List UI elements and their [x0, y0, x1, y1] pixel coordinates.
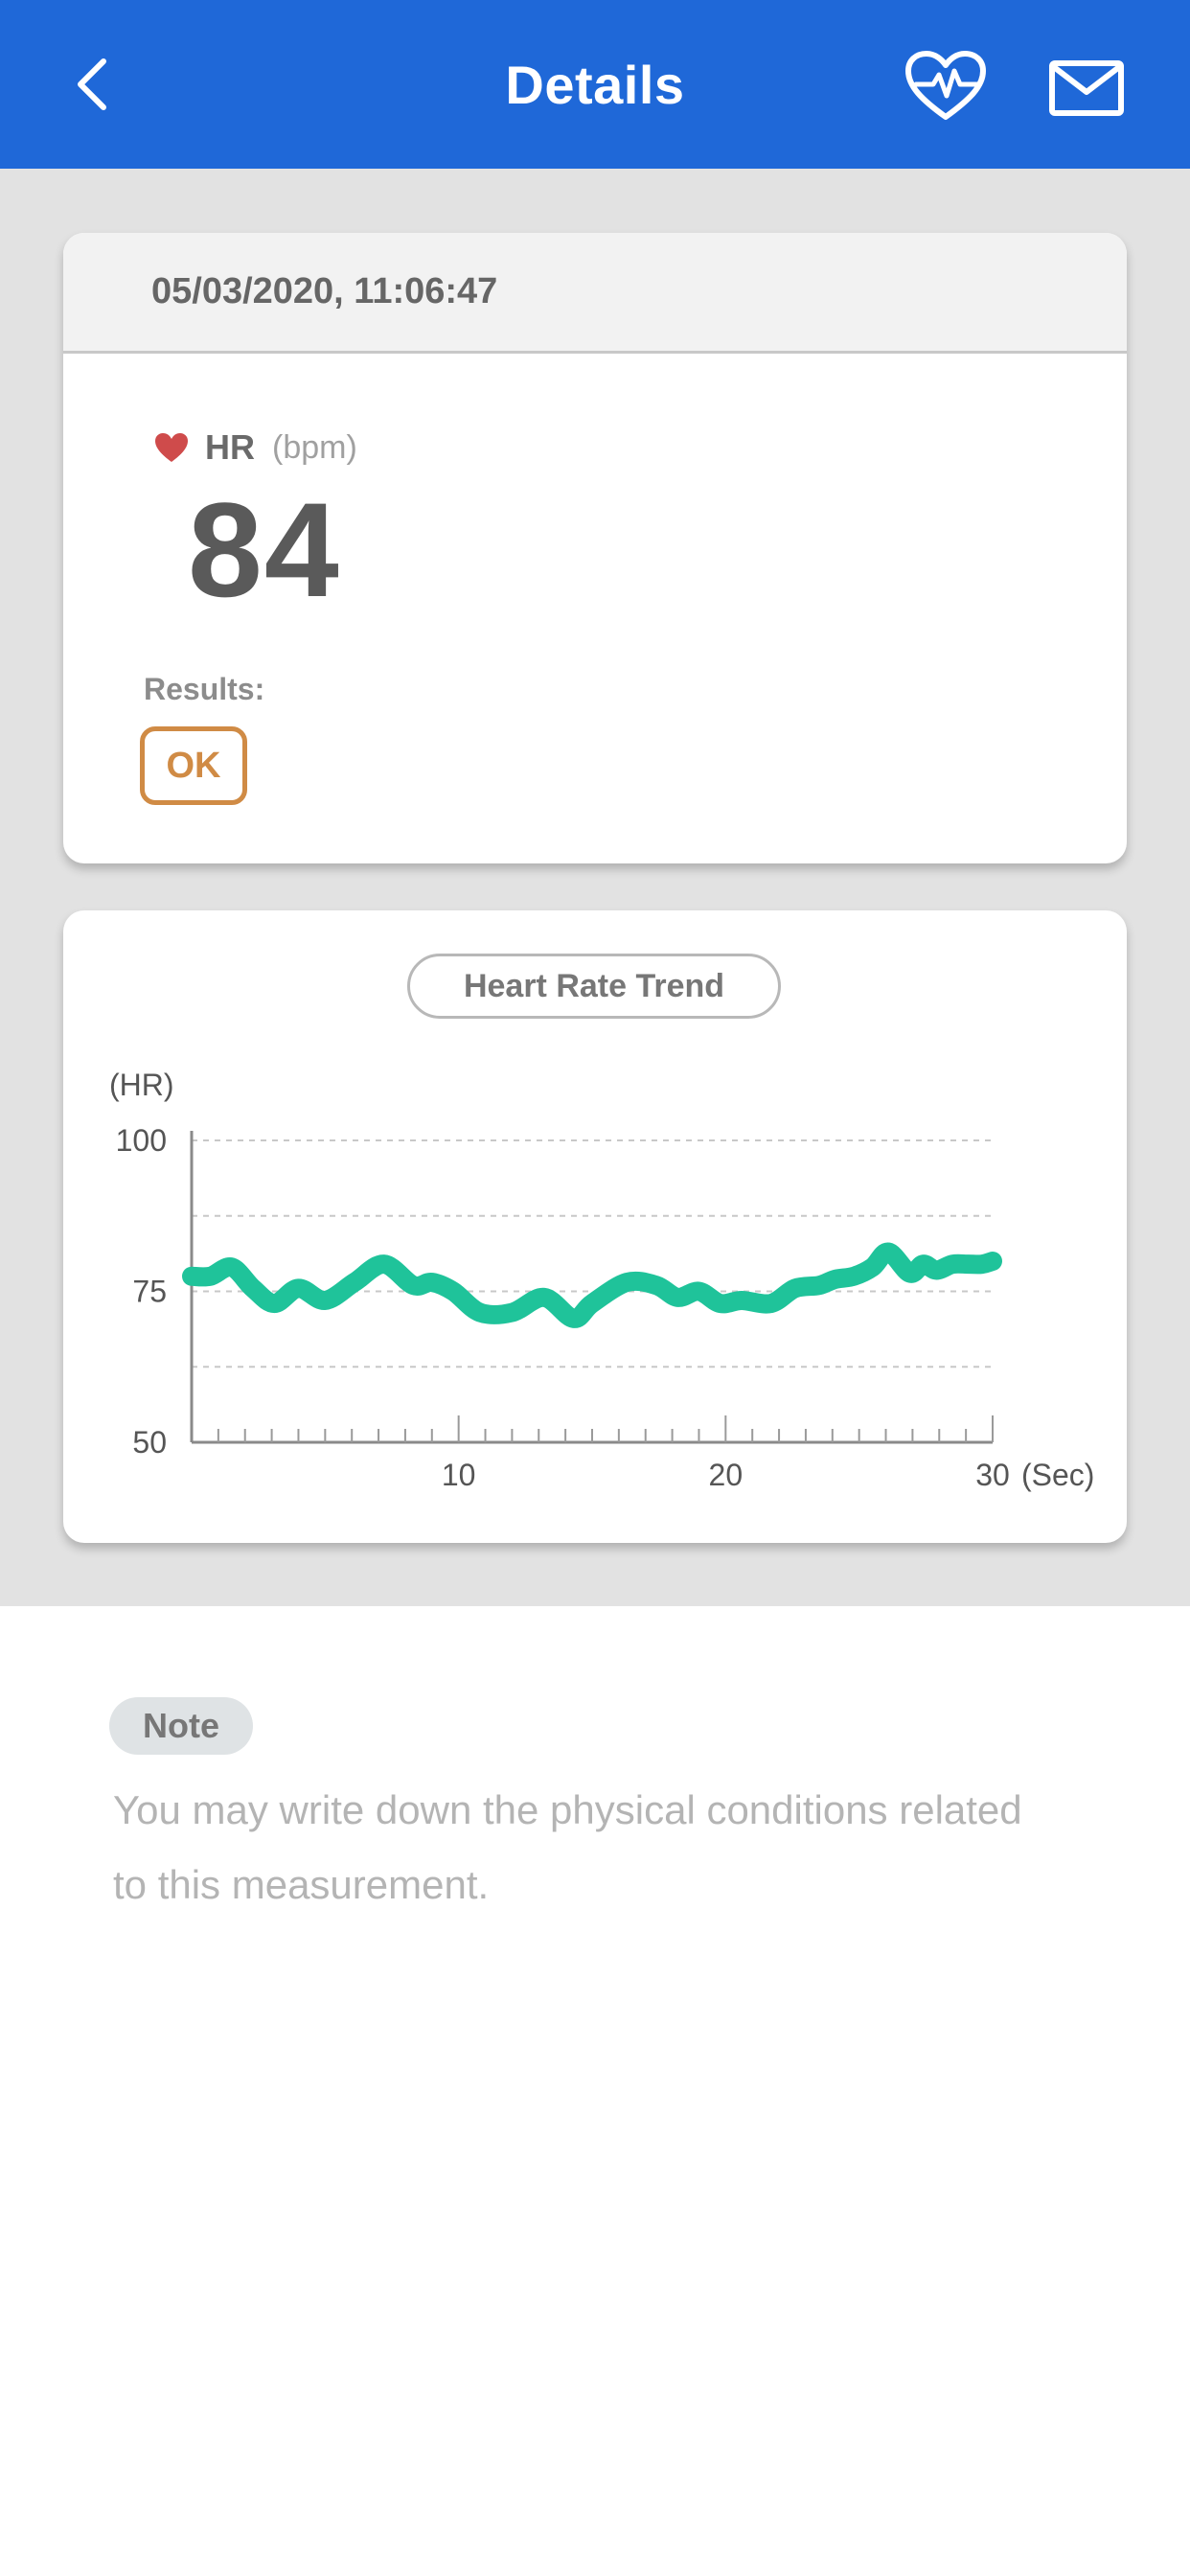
- page-title: Details: [505, 55, 685, 115]
- hr-series-line: [182, 1242, 1002, 1328]
- app-header: Details: [0, 0, 1190, 169]
- heart-rate-trend-chart: 100 75 50 10 20 30 (HR) (Sec): [109, 1068, 1094, 1492]
- measurement-card: 05/03/2020, 11:06:47 HR (bpm) 84 Results…: [63, 233, 1127, 863]
- result-badge: OK: [140, 726, 247, 805]
- results-label: Results:: [144, 672, 265, 706]
- mail-button[interactable]: [1048, 59, 1125, 117]
- heartbeat-button[interactable]: [903, 50, 989, 123]
- heart-pulse-icon: [905, 51, 986, 120]
- heart-icon: [155, 433, 188, 462]
- hr-label-row: HR (bpm): [153, 427, 357, 468]
- hr-value: 84: [188, 474, 341, 625]
- trend-title: Heart Rate Trend: [407, 954, 781, 1019]
- hr-unit: (bpm): [272, 428, 357, 466]
- trend-card: 100 75 50 10 20 30 (HR) (Sec) Heart Rate Trend: [63, 910, 1127, 1543]
- y-axis-label: (HR): [109, 1068, 174, 1102]
- x-axis-label: (Sec): [1021, 1458, 1094, 1492]
- x-tick-label: 20: [709, 1458, 744, 1492]
- note-label: Note: [109, 1697, 253, 1755]
- hr-label: HR: [205, 427, 255, 467]
- y-tick-label: 50: [132, 1425, 167, 1460]
- chevron-left-icon: [78, 58, 106, 110]
- y-tick-label: 100: [116, 1123, 167, 1158]
- y-tick-label: 75: [132, 1275, 167, 1309]
- x-tick-label: 30: [975, 1458, 1010, 1492]
- envelope-icon: [1049, 60, 1124, 116]
- x-tick-label: 10: [442, 1458, 476, 1492]
- measurement-datetime: 05/03/2020, 11:06:47: [63, 233, 1127, 354]
- back-button[interactable]: [63, 56, 121, 113]
- note-input[interactable]: You may write down the physical conditio…: [113, 1787, 1022, 1907]
